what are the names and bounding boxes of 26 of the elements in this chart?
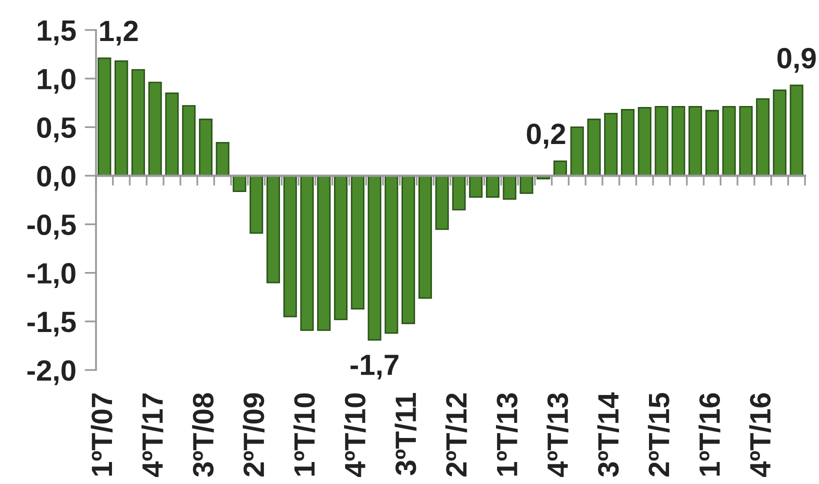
y-tick-label: 1,5 <box>38 20 76 46</box>
x-tick-label: 4ºT/16 <box>749 393 771 478</box>
x-tick-label: 1ºT/10 <box>293 393 316 476</box>
x-tick-label: 4ºT/17 <box>141 394 164 478</box>
x-tick-label: 3ºT/14 <box>597 392 619 477</box>
x-tick-label: 1ºT/16 <box>698 393 720 476</box>
y-tick-label: 0,5 <box>37 117 76 142</box>
y-tick-label: -1,5 <box>27 312 76 337</box>
y-tick-label: -2,0 <box>27 360 76 386</box>
x-tick-label: 4ºT/13 <box>546 393 568 478</box>
x-tick-label: 2ºT/09 <box>242 393 264 476</box>
x-tick-label: 2ºT/12 <box>445 393 468 476</box>
x-tick-label: 1ºT/07 <box>90 394 113 476</box>
x-tick-label: 2ºT/15 <box>648 393 670 476</box>
y-tick-label: -1,0 <box>27 263 76 288</box>
x-tick-label: 3ºT/11 <box>394 393 416 476</box>
y-tick-label: -0,5 <box>27 214 76 240</box>
y-tick-label: 1,0 <box>38 68 76 94</box>
data-label: 0,2 <box>526 124 566 148</box>
x-tick-label: 4ºT/10 <box>344 393 366 478</box>
x-tick-label: 1ºT/13 <box>496 393 518 476</box>
x-tick-label: 3ºT/08 <box>192 393 214 477</box>
y-tick-label: 0,0 <box>37 166 76 191</box>
data-label: -1,7 <box>350 354 398 380</box>
data-label: 1,2 <box>100 20 138 46</box>
data-label: 0,9 <box>777 48 816 73</box>
